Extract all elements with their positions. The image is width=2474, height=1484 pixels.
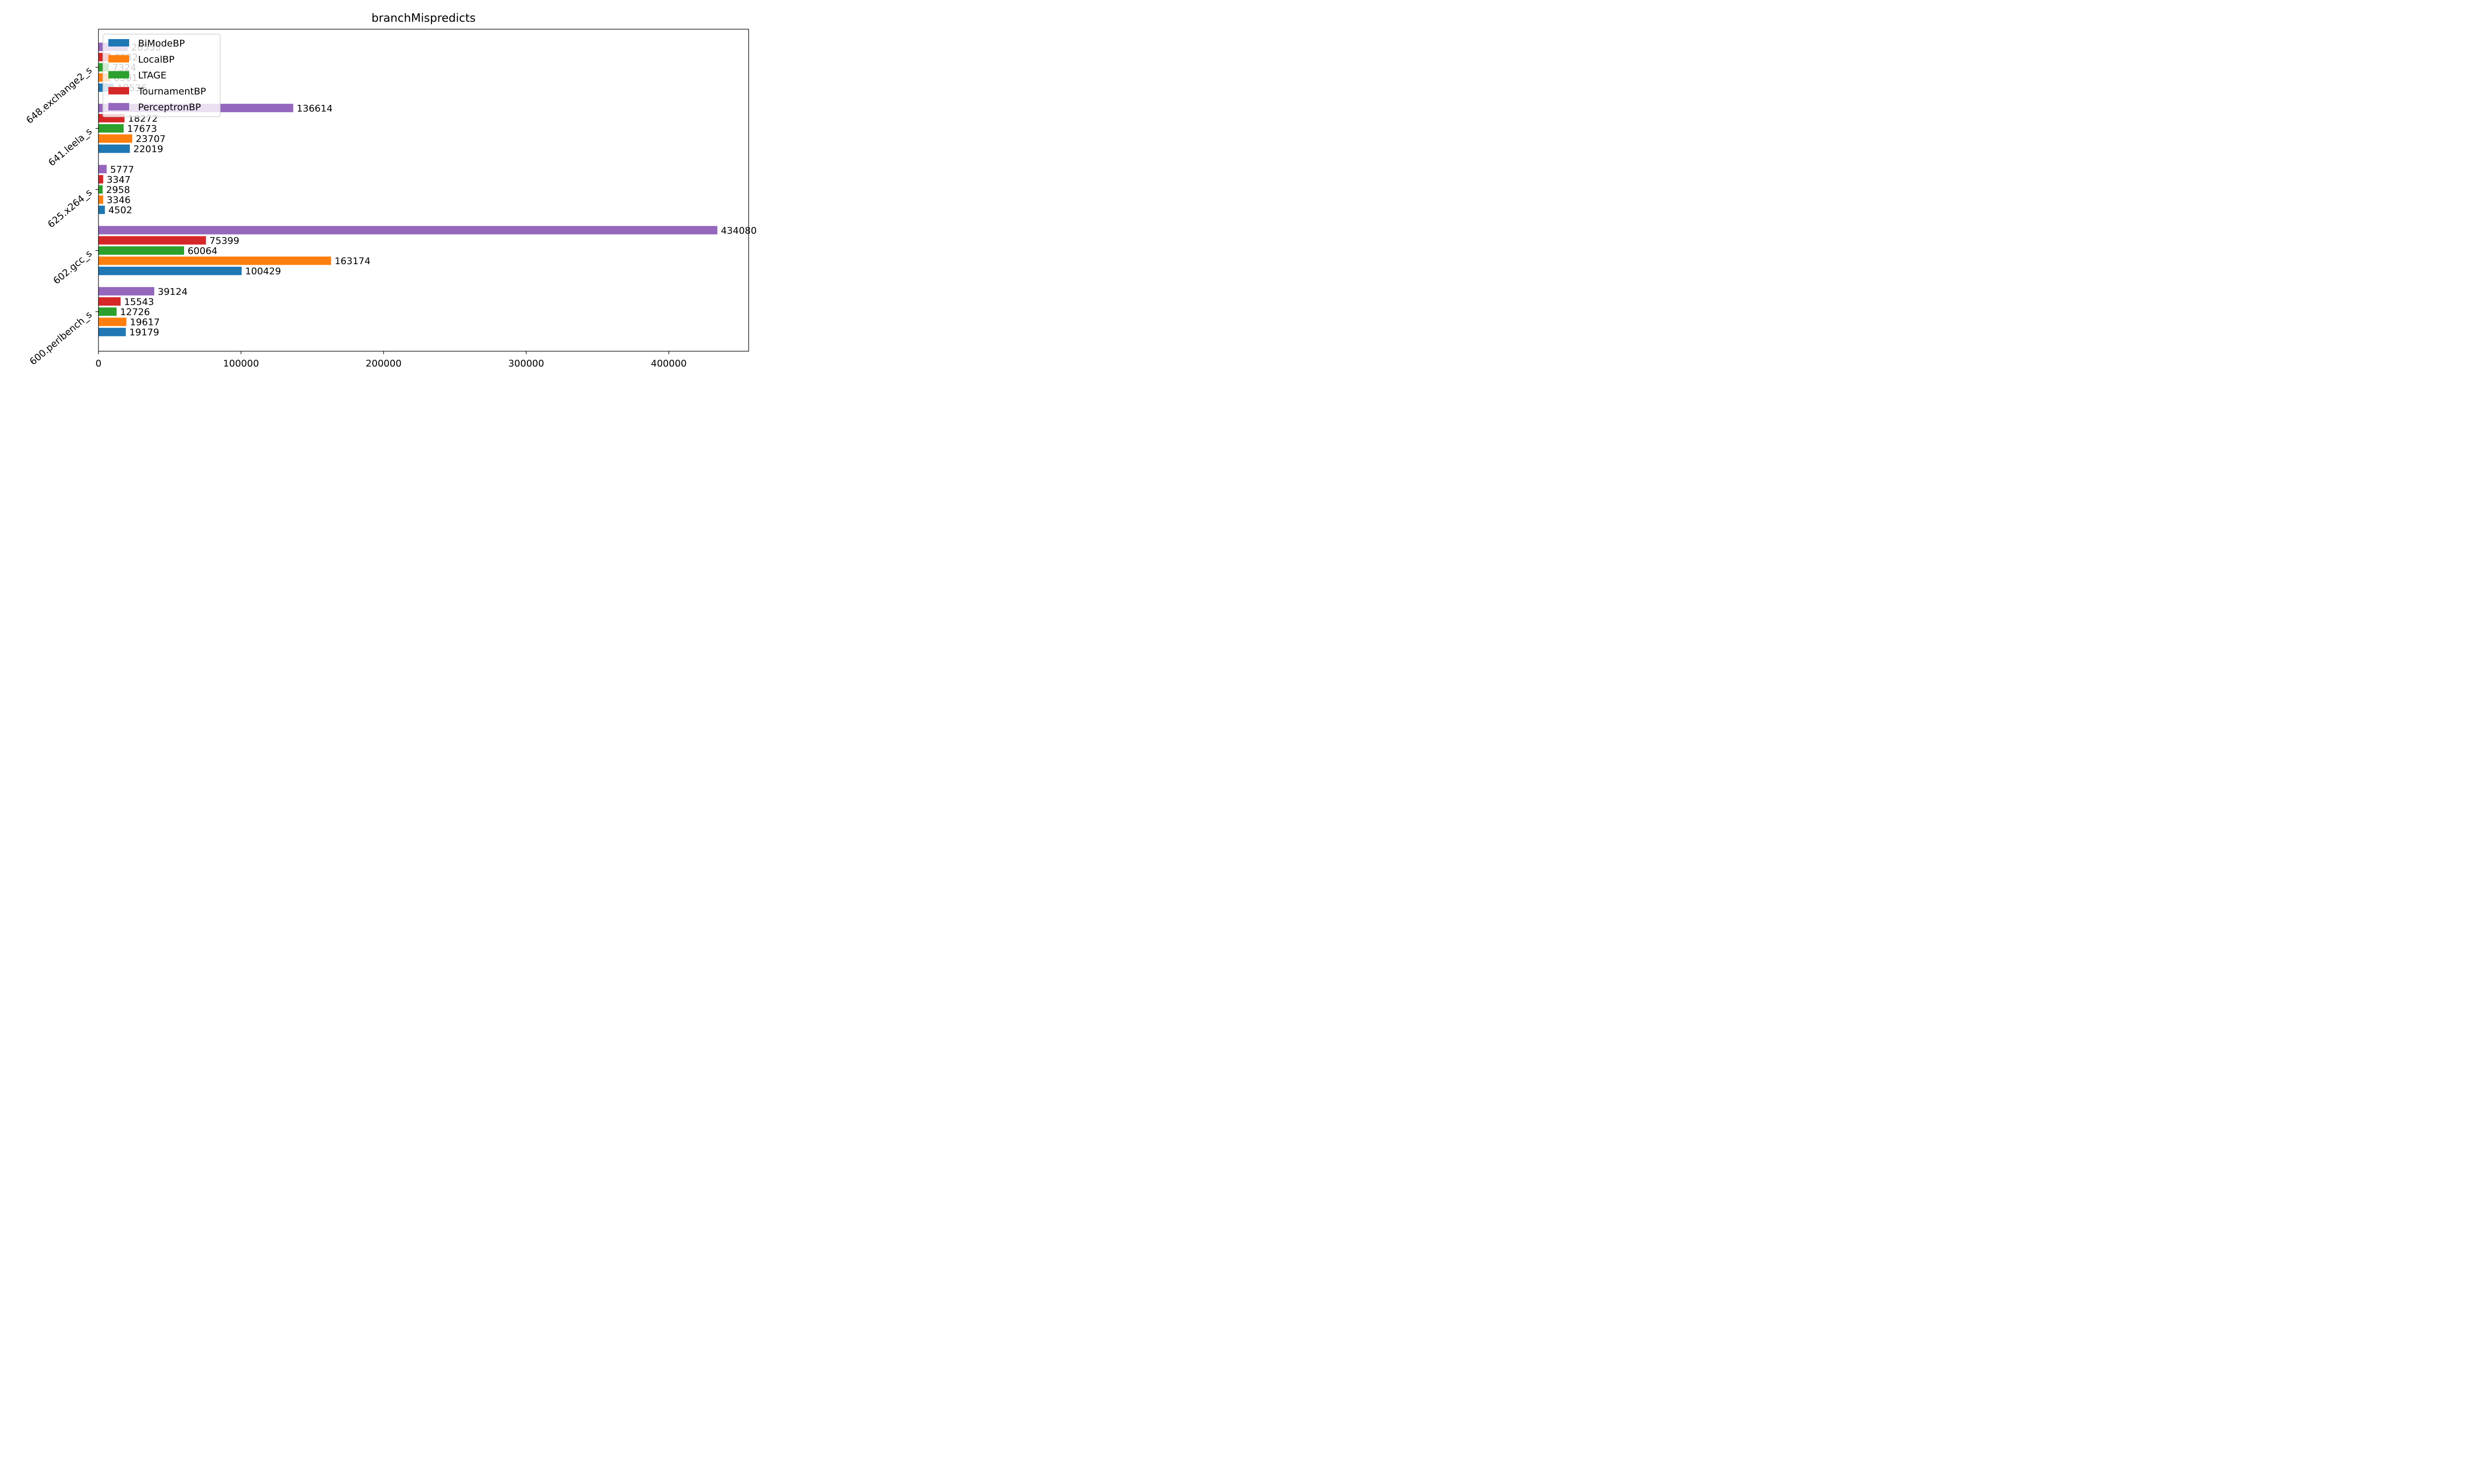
chart-title: branchMispredicts [372, 12, 476, 25]
data-label-bimodebp-600-perlbench-s: 19179 [129, 327, 159, 338]
data-label-ltage-641-leela-s: 17673 [127, 124, 157, 135]
data-label-localbp-600-perlbench-s: 19617 [130, 317, 160, 328]
bar-perceptronbp-600-perlbench-s [98, 287, 154, 296]
legend-swatch-perceptronbp [108, 103, 129, 111]
legend-label-perceptronbp: PerceptronBP [138, 102, 201, 113]
bar-tournamentbp-625-x264-s [98, 175, 103, 184]
data-label-perceptronbp-625-x264-s: 5777 [110, 164, 134, 175]
data-label-perceptronbp-641-leela-s: 136614 [297, 103, 333, 114]
bar-ltage-600-perlbench-s [98, 307, 117, 316]
legend-label-bimodebp: BiModeBP [138, 38, 185, 49]
data-labels-layer: 1917910042945022201910536196171631743346… [106, 42, 757, 338]
legend-swatch-bimodebp [108, 39, 129, 46]
bar-perceptronbp-602-gcc-s [98, 226, 717, 234]
bar-tournamentbp-602-gcc-s [98, 236, 206, 245]
data-label-bimodebp-625-x264-s: 4502 [108, 205, 132, 216]
bar-localbp-600-perlbench-s [98, 318, 127, 326]
bar-bimodebp-641-leela-s [98, 144, 130, 153]
data-label-ltage-602-gcc-s: 60064 [188, 246, 217, 257]
x-tick-label: 100000 [223, 358, 259, 369]
bar-ltage-625-x264-s [98, 185, 103, 194]
bar-tournamentbp-600-perlbench-s [98, 297, 121, 306]
legend-swatch-ltage [108, 71, 129, 79]
bar-bimodebp-602-gcc-s [98, 267, 242, 276]
legend-label-localbp: LocalBP [138, 54, 175, 65]
x-tick-label: 0 [95, 358, 101, 369]
x-tick-label: 300000 [508, 358, 544, 369]
data-label-localbp-602-gcc-s: 163174 [334, 256, 371, 267]
bar-ltage-602-gcc-s [98, 246, 185, 255]
legend-label-tournamentbp: TournamentBP [138, 86, 206, 97]
bar-bimodebp-600-perlbench-s [98, 327, 126, 336]
bar-localbp-625-x264-s [98, 195, 103, 204]
data-label-ltage-600-perlbench-s: 12726 [120, 307, 150, 318]
bar-bimodebp-625-x264-s [98, 205, 105, 214]
bar-localbp-602-gcc-s [98, 256, 332, 265]
legend: BiModeBP LocalBP LTAGE TournamentBP Perceptr… [102, 34, 221, 117]
x-tick-label: 400000 [651, 358, 687, 369]
data-label-bimodebp-641-leela-s: 22019 [133, 144, 163, 155]
bar-perceptronbp-625-x264-s [98, 165, 107, 174]
data-label-localbp-641-leela-s: 23707 [136, 134, 165, 144]
bar-ltage-641-leela-s [98, 124, 124, 133]
legend-swatch-tournamentbp [108, 87, 129, 94]
data-label-tournamentbp-602-gcc-s: 75399 [209, 235, 239, 246]
data-label-tournamentbp-625-x264-s: 3347 [107, 174, 131, 185]
plot-frame [98, 29, 749, 352]
data-label-localbp-625-x264-s: 3346 [107, 195, 131, 206]
data-label-ltage-625-x264-s: 2958 [106, 185, 130, 195]
data-label-perceptronbp-602-gcc-s: 434080 [721, 225, 757, 236]
data-label-perceptronbp-600-perlbench-s: 39124 [158, 286, 188, 297]
legend-swatch-localbp [108, 55, 129, 63]
legend-box [102, 34, 221, 117]
data-label-bimodebp-602-gcc-s: 100429 [245, 266, 281, 277]
legend-label-ltage: LTAGE [138, 70, 167, 81]
bar-localbp-641-leela-s [98, 134, 133, 143]
x-tick-label: 200000 [366, 358, 402, 369]
chart: branchMispredicts 19179 100429 4502 22019 10… [0, 0, 772, 386]
data-label-tournamentbp-600-perlbench-s: 15543 [124, 296, 154, 307]
